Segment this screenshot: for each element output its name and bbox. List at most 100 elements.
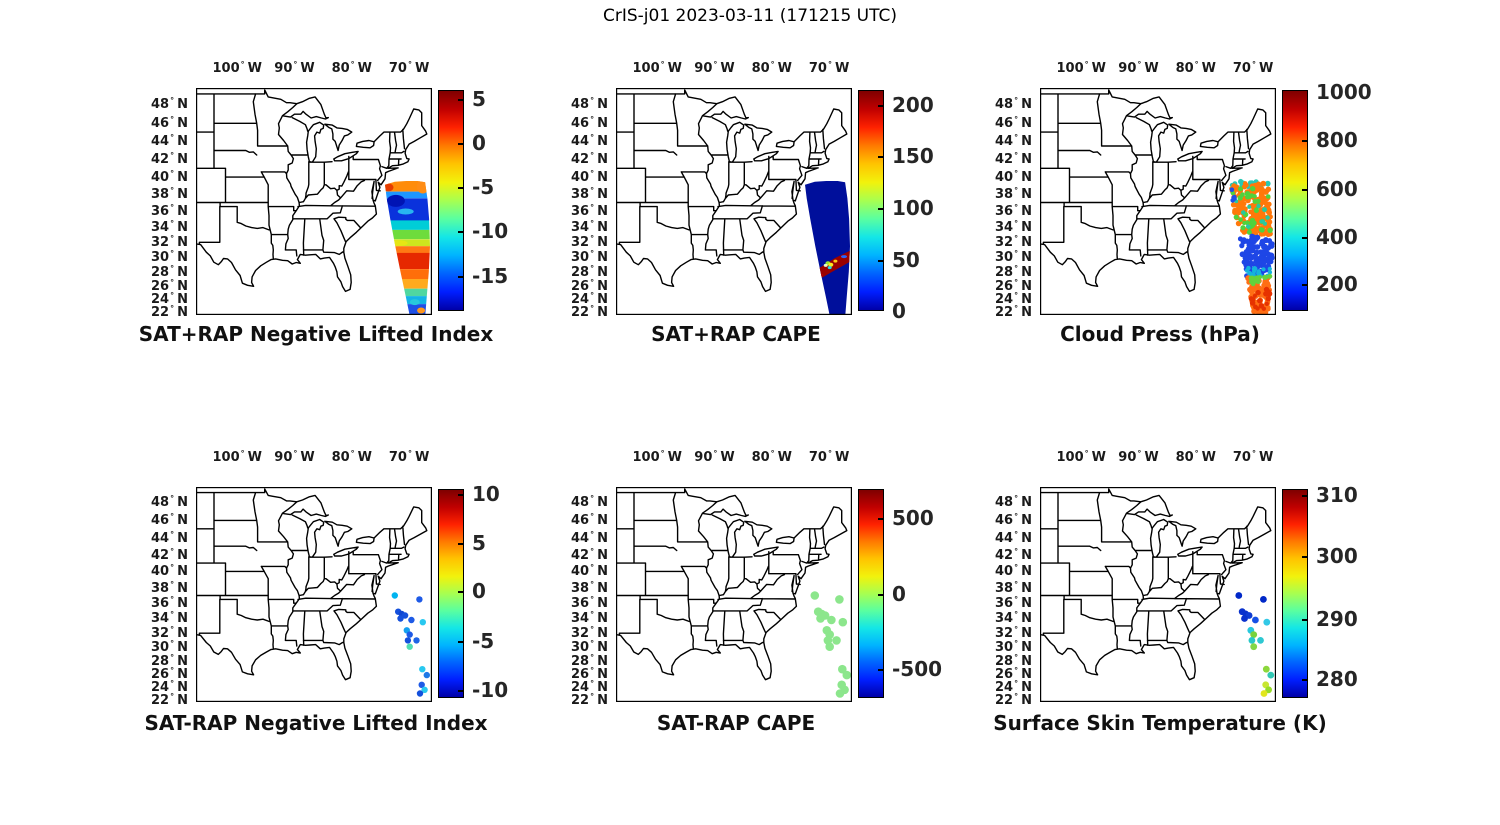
colorbar-tick-label: 0 <box>472 579 486 604</box>
lat-tick-label: 42° N <box>151 546 188 563</box>
lat-tick-label: 24° N <box>995 291 1032 308</box>
lat-tick-label: 34° N <box>995 610 1032 627</box>
lon-tick-label: 90° W <box>694 60 735 76</box>
lat-tick-label: 22° N <box>571 304 608 321</box>
us-state-boundaries <box>1040 488 1272 681</box>
lat-tick-label: 48° N <box>995 95 1032 112</box>
map-frame <box>616 88 852 315</box>
lat-tick-label: 26° N <box>571 277 608 294</box>
colorbar-tick-label: 310 <box>1316 483 1358 508</box>
lat-tick-label: 32° N <box>151 625 188 642</box>
colorbar-tick-mark <box>878 518 883 521</box>
satellite-swath-dots <box>1229 178 1275 315</box>
colorbar-tick-label: 0 <box>892 299 906 323</box>
map-canvas <box>1040 88 1276 315</box>
colorbar-tick-label: 1000 <box>1316 80 1372 105</box>
colorbar-tick-mark <box>458 187 463 190</box>
lon-tick-label: 100° W <box>212 60 262 76</box>
lat-tick-label: 26° N <box>151 666 188 683</box>
subplot-title: SAT-RAP Negative Lifted Index <box>144 711 488 735</box>
lon-tick-label: 70° W <box>388 60 430 76</box>
colorbar-tick-label: -500 <box>892 656 943 681</box>
colorbar-tick-label: -5 <box>472 629 495 654</box>
lat-tick-label: 46° N <box>151 511 188 528</box>
colorbar-tick-mark <box>1302 284 1307 287</box>
colorbar-tick-mark <box>1302 495 1307 498</box>
lat-tick-label: 46° N <box>571 114 608 131</box>
colorbar <box>1282 489 1308 698</box>
colorbar-tick-mark <box>878 593 883 596</box>
lat-tick-label: 36° N <box>995 595 1032 612</box>
us-state-boundaries <box>196 89 428 293</box>
lat-tick-label: 38° N <box>571 579 608 596</box>
lat-tick-label: 32° N <box>571 625 608 642</box>
lat-tick-label: 28° N <box>151 653 188 670</box>
lon-tick-label: 100° W <box>212 449 262 465</box>
lat-tick-label: 32° N <box>995 234 1032 251</box>
lon-tick-label: 70° W <box>808 60 850 76</box>
lat-tick-label: 26° N <box>151 277 188 294</box>
map-canvas <box>1040 487 1276 702</box>
lon-tick-label: 70° W <box>808 449 850 465</box>
us-state-boundaries <box>1040 89 1272 293</box>
lat-tick-label: 38° N <box>151 186 188 203</box>
lat-tick-label: 22° N <box>995 304 1032 321</box>
lon-tick-label: 100° W <box>632 449 682 465</box>
map-canvas <box>196 88 432 315</box>
fov-dots <box>1235 592 1275 697</box>
lat-tick-label: 36° N <box>151 595 188 612</box>
subplot-title: Cloud Press (hPa) <box>1060 322 1260 346</box>
map-canvas <box>616 88 852 315</box>
lat-tick-label: 34° N <box>571 610 608 627</box>
lat-tick-label: 28° N <box>995 653 1032 670</box>
lat-tick-label: 44° N <box>571 529 608 546</box>
lat-tick-label: 24° N <box>151 679 188 696</box>
lat-tick-label: 42° N <box>571 151 608 168</box>
lat-tick-label: 24° N <box>571 679 608 696</box>
lat-tick-label: 44° N <box>571 133 608 150</box>
lat-tick-label: 40° N <box>151 169 188 186</box>
colorbar-tick-label: 600 <box>1316 176 1358 201</box>
colorbar-tick-mark <box>458 143 463 146</box>
colorbar-tick-label: -10 <box>472 219 509 244</box>
colorbar-tick-mark <box>458 275 463 278</box>
subplot-title: SAT-RAP CAPE <box>656 711 816 735</box>
lat-tick-label: 48° N <box>151 493 188 510</box>
colorbar <box>858 489 884 698</box>
lat-tick-label: 44° N <box>995 133 1032 150</box>
lon-tick-label: 80° W <box>751 449 793 465</box>
lat-tick-label: 44° N <box>995 529 1032 546</box>
lat-tick-label: 44° N <box>151 133 188 150</box>
map-frame <box>616 487 852 702</box>
colorbar-tick-mark <box>458 493 463 496</box>
colorbar-tick-mark <box>458 98 463 101</box>
satellite-swath <box>385 181 430 315</box>
fov-dots <box>810 591 852 698</box>
lat-tick-label: 34° N <box>571 218 608 235</box>
lat-tick-label: 32° N <box>151 234 188 251</box>
colorbar-tick-label: 150 <box>892 144 934 169</box>
subplot-title: SAT+RAP Negative Lifted Index <box>138 322 494 346</box>
colorbar-tick-mark <box>1302 618 1307 621</box>
lon-tick-label: 90° W <box>274 449 315 465</box>
lat-tick-label: 38° N <box>995 186 1032 203</box>
lat-tick-label: 22° N <box>151 691 188 708</box>
lon-tick-label: 90° W <box>274 60 315 76</box>
lat-tick-label: 26° N <box>995 277 1032 294</box>
colorbar-tick-mark <box>1302 140 1307 143</box>
colorbar-tick-label: 500 <box>892 506 934 531</box>
lat-tick-label: 40° N <box>151 563 188 580</box>
colorbar-tick-mark <box>1302 679 1307 682</box>
colorbar-tick-mark <box>458 591 463 594</box>
colorbar-tick-label: -10 <box>472 677 509 702</box>
colorbar-tick-label: -5 <box>472 175 495 200</box>
lat-tick-label: 48° N <box>151 95 188 112</box>
map-frame <box>196 487 432 702</box>
colorbar-tick-mark <box>878 260 883 263</box>
